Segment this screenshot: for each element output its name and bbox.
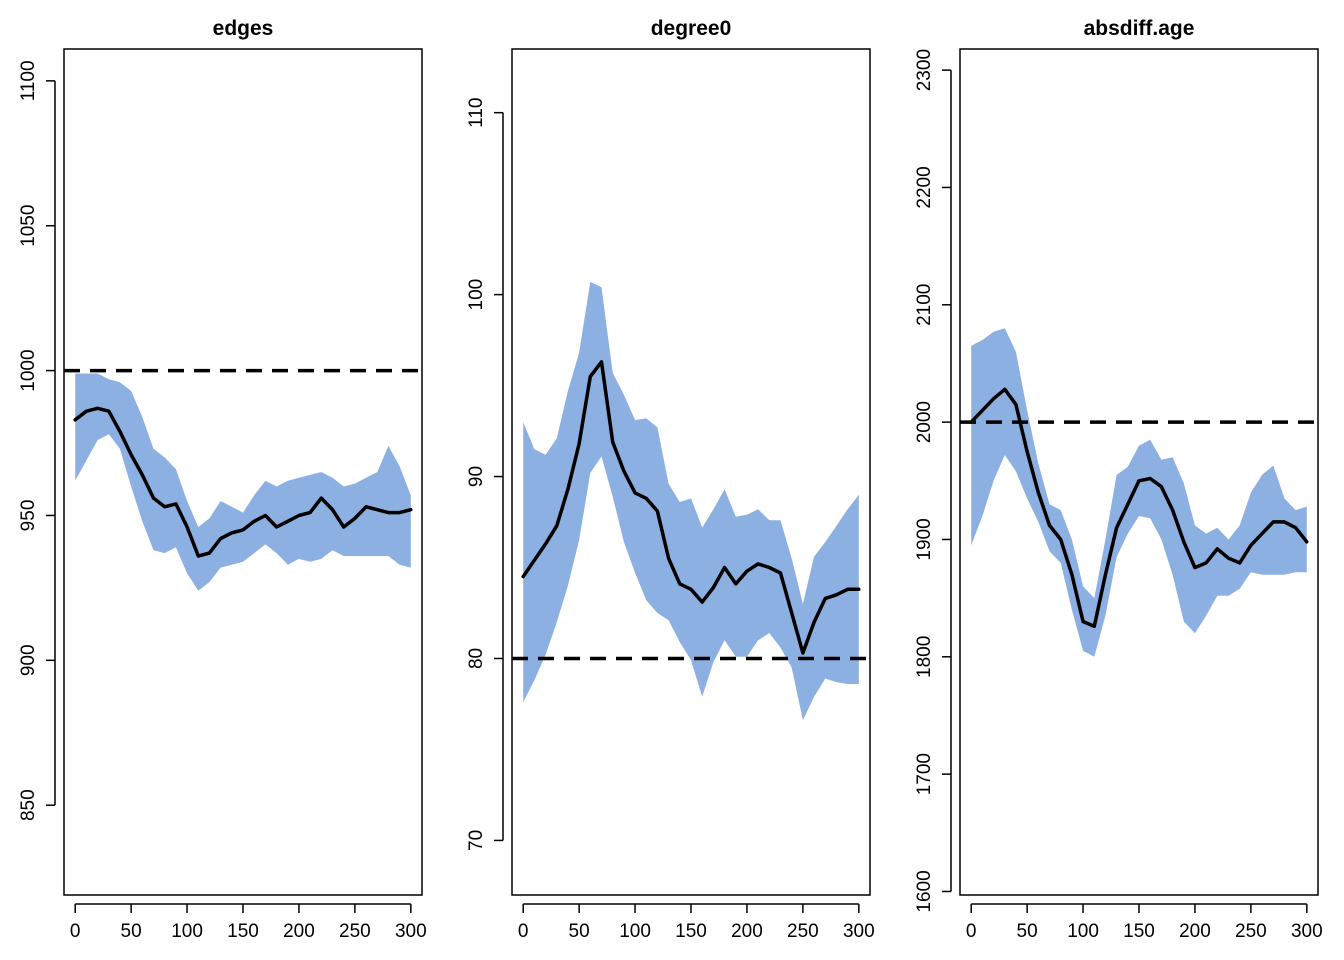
degree0-x-tick-label: 300 [843,921,875,942]
degree0-y-tick-label: 110 [466,98,487,128]
absdiff-age-y-tick-label: 1800 [914,636,935,678]
absdiff-age-confidence-band [971,328,1307,657]
edges-plot-frame [63,48,423,896]
absdiff-age-y-tick-label: 1700 [914,753,935,795]
edges-x-tick-label: 200 [283,921,315,942]
absdiff-age-x-tick-label: 0 [966,921,977,942]
edges-y-tick-label: 950 [18,500,39,532]
panel-degree0: degree0 0 50 100 150 200 250 300 70 80 90 100 110 [466,17,875,942]
degree0-mean-line [521,360,861,655]
absdiff-age-y-tick-label: 2200 [914,166,935,208]
degree0-plot-frame [511,48,871,896]
absdiff-age-x-tick-label: 150 [1123,921,1155,942]
absdiff-age-y-tick-label: 2100 [914,284,935,326]
absdiff-age-y-tick-label: 2300 [914,49,935,91]
absdiff-age-x-tick-label: 300 [1291,921,1323,942]
degree0-y-tick-label: 100 [466,279,487,311]
degree0-x-tick-label: 100 [619,921,651,942]
degree0-y-tick-label: 70 [466,830,487,851]
edges-y-tick-label: 1100 [18,60,39,101]
absdiff-age-y-tick-label: 2000 [914,401,935,443]
absdiff-age-plot-frame [959,48,1319,896]
absdiff-age-x-tick-label: 100 [1067,921,1099,942]
degree0-confidence-band [523,281,859,721]
degree0-x-tick-label: 0 [518,921,529,942]
absdiff-age-x-tick-label: 250 [1235,921,1267,942]
edges-y-tick-label: 1000 [18,349,39,391]
absdiff-age-y-tick-label: 1900 [914,518,935,560]
edges-x-tick-label: 150 [227,921,259,942]
edges-x-tick-label: 50 [121,921,142,942]
edges-x-tick-label: 250 [339,921,371,942]
edges-x-tick-label: 0 [70,921,81,942]
panel-title-edges: edges [213,17,274,40]
degree0-x-tick-label: 250 [787,921,819,942]
edges-y-tick-label: 850 [18,789,39,821]
panel-title-absdiff-age: absdiff.age [1084,17,1195,40]
degree0-y-tick-label: 90 [466,466,487,487]
degree0-y-tick-label: 80 [466,648,487,669]
panel-title-degree0: degree0 [651,17,732,40]
absdiff-age-x-tick-label: 50 [1017,921,1038,942]
edges-y-tick-label: 1050 [18,205,39,247]
absdiff-age-y-tick-label: 1600 [914,870,935,912]
degree0-x-tick-label: 50 [569,921,590,942]
panel-edges: edges 0 50 100 150 200 250 300 850 900 950 1000 105… [18,17,427,942]
edges-mean-line [73,406,413,558]
degree0-x-tick-label: 150 [675,921,707,942]
edges-confidence-band [75,373,411,591]
edges-x-tick-label: 300 [395,921,427,942]
degree0-x-tick-label: 200 [731,921,763,942]
edges-y-tick-label: 900 [18,644,39,676]
absdiff-age-x-tick-label: 200 [1179,921,1211,942]
panel-absdiff-age: absdiff.age 0 50 100 150 200 250 300 1600 1700 18… [914,17,1323,942]
edges-x-tick-label: 100 [171,921,203,942]
absdiff-age-mean-line [969,387,1309,629]
